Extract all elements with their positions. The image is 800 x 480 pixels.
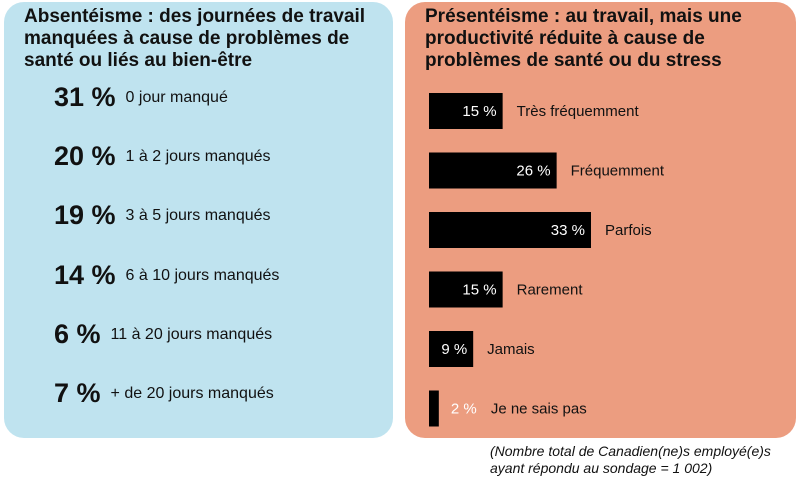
absenteeism-percent: 20 % (54, 141, 116, 171)
absenteeism-row-5: 7 % + de 20 jours manqués (54, 378, 274, 418)
bar-1 (429, 152, 557, 189)
absenteeism-label: 0 jour manqué (125, 88, 228, 106)
absenteeism-row-2: 19 % 3 à 5 jours manqués (54, 200, 271, 240)
absenteeism-label: 6 à 10 jours manqués (125, 266, 280, 284)
absenteeism-row-3: 14 % 6 à 10 jours manqués (54, 260, 279, 300)
absenteeism-title: Absentéisme : des journées de travail ma… (24, 6, 366, 71)
bar-0 (429, 93, 503, 129)
bar-2 (429, 212, 591, 248)
bar-value-label: 15 % (462, 103, 496, 120)
absenteeism-percent: 31 % (54, 82, 116, 112)
absenteeism-percent: 19 % (54, 200, 116, 230)
absenteeism-panel: Absentéisme : des journées de travail ma… (4, 2, 393, 438)
absenteeism-row-0: 31 % 0 jour manqué (54, 82, 228, 122)
absenteeism-percent: 6 % (54, 319, 101, 349)
bar-value-label: 15 % (462, 282, 496, 299)
bar-category-label: Jamais (487, 341, 535, 358)
absenteeism-percent: 14 % (54, 260, 116, 290)
bar-category-label: Rarement (517, 282, 584, 299)
presenteeism-title: Présentéisme : au travail, mais une prod… (425, 6, 742, 71)
presenteeism-panel: Présentéisme : au travail, mais une prod… (405, 2, 796, 438)
bar-value-label: 26 % (516, 163, 550, 180)
bar-value-label: 9 % (441, 341, 467, 358)
absenteeism-label: 1 à 2 jours manqués (125, 147, 271, 165)
bar-value-label: 33 % (551, 222, 585, 239)
absenteeism-row-4: 6 % 11 à 20 jours manqués (54, 319, 272, 359)
bar-category-label: Parfois (605, 222, 652, 239)
bar-category-label: Je ne sais pas (491, 401, 587, 418)
absenteeism-label: 3 à 5 jours manqués (125, 206, 271, 224)
footnote: (Nombre total de Canadien(ne)s employé(e… (490, 443, 771, 476)
bar-4 (429, 331, 474, 367)
bar-value-label: 2 % (451, 401, 477, 418)
absenteeism-row-1: 20 % 1 à 2 jours manqués (54, 141, 271, 181)
absenteeism-percent: 7 % (54, 378, 101, 408)
presenteeism-bar-chart: 15 % Très fréquemment 26 % Fréquemment 33 % P… (429, 93, 665, 427)
bar-category-label: Très fréquemment (517, 103, 640, 120)
bar-3 (429, 271, 503, 308)
absenteeism-label: 11 à 20 jours manqués (110, 325, 273, 343)
bar-category-label: Fréquemment (571, 163, 665, 180)
absenteeism-label: + de 20 jours manqués (110, 384, 274, 402)
bar-5 (429, 390, 439, 427)
